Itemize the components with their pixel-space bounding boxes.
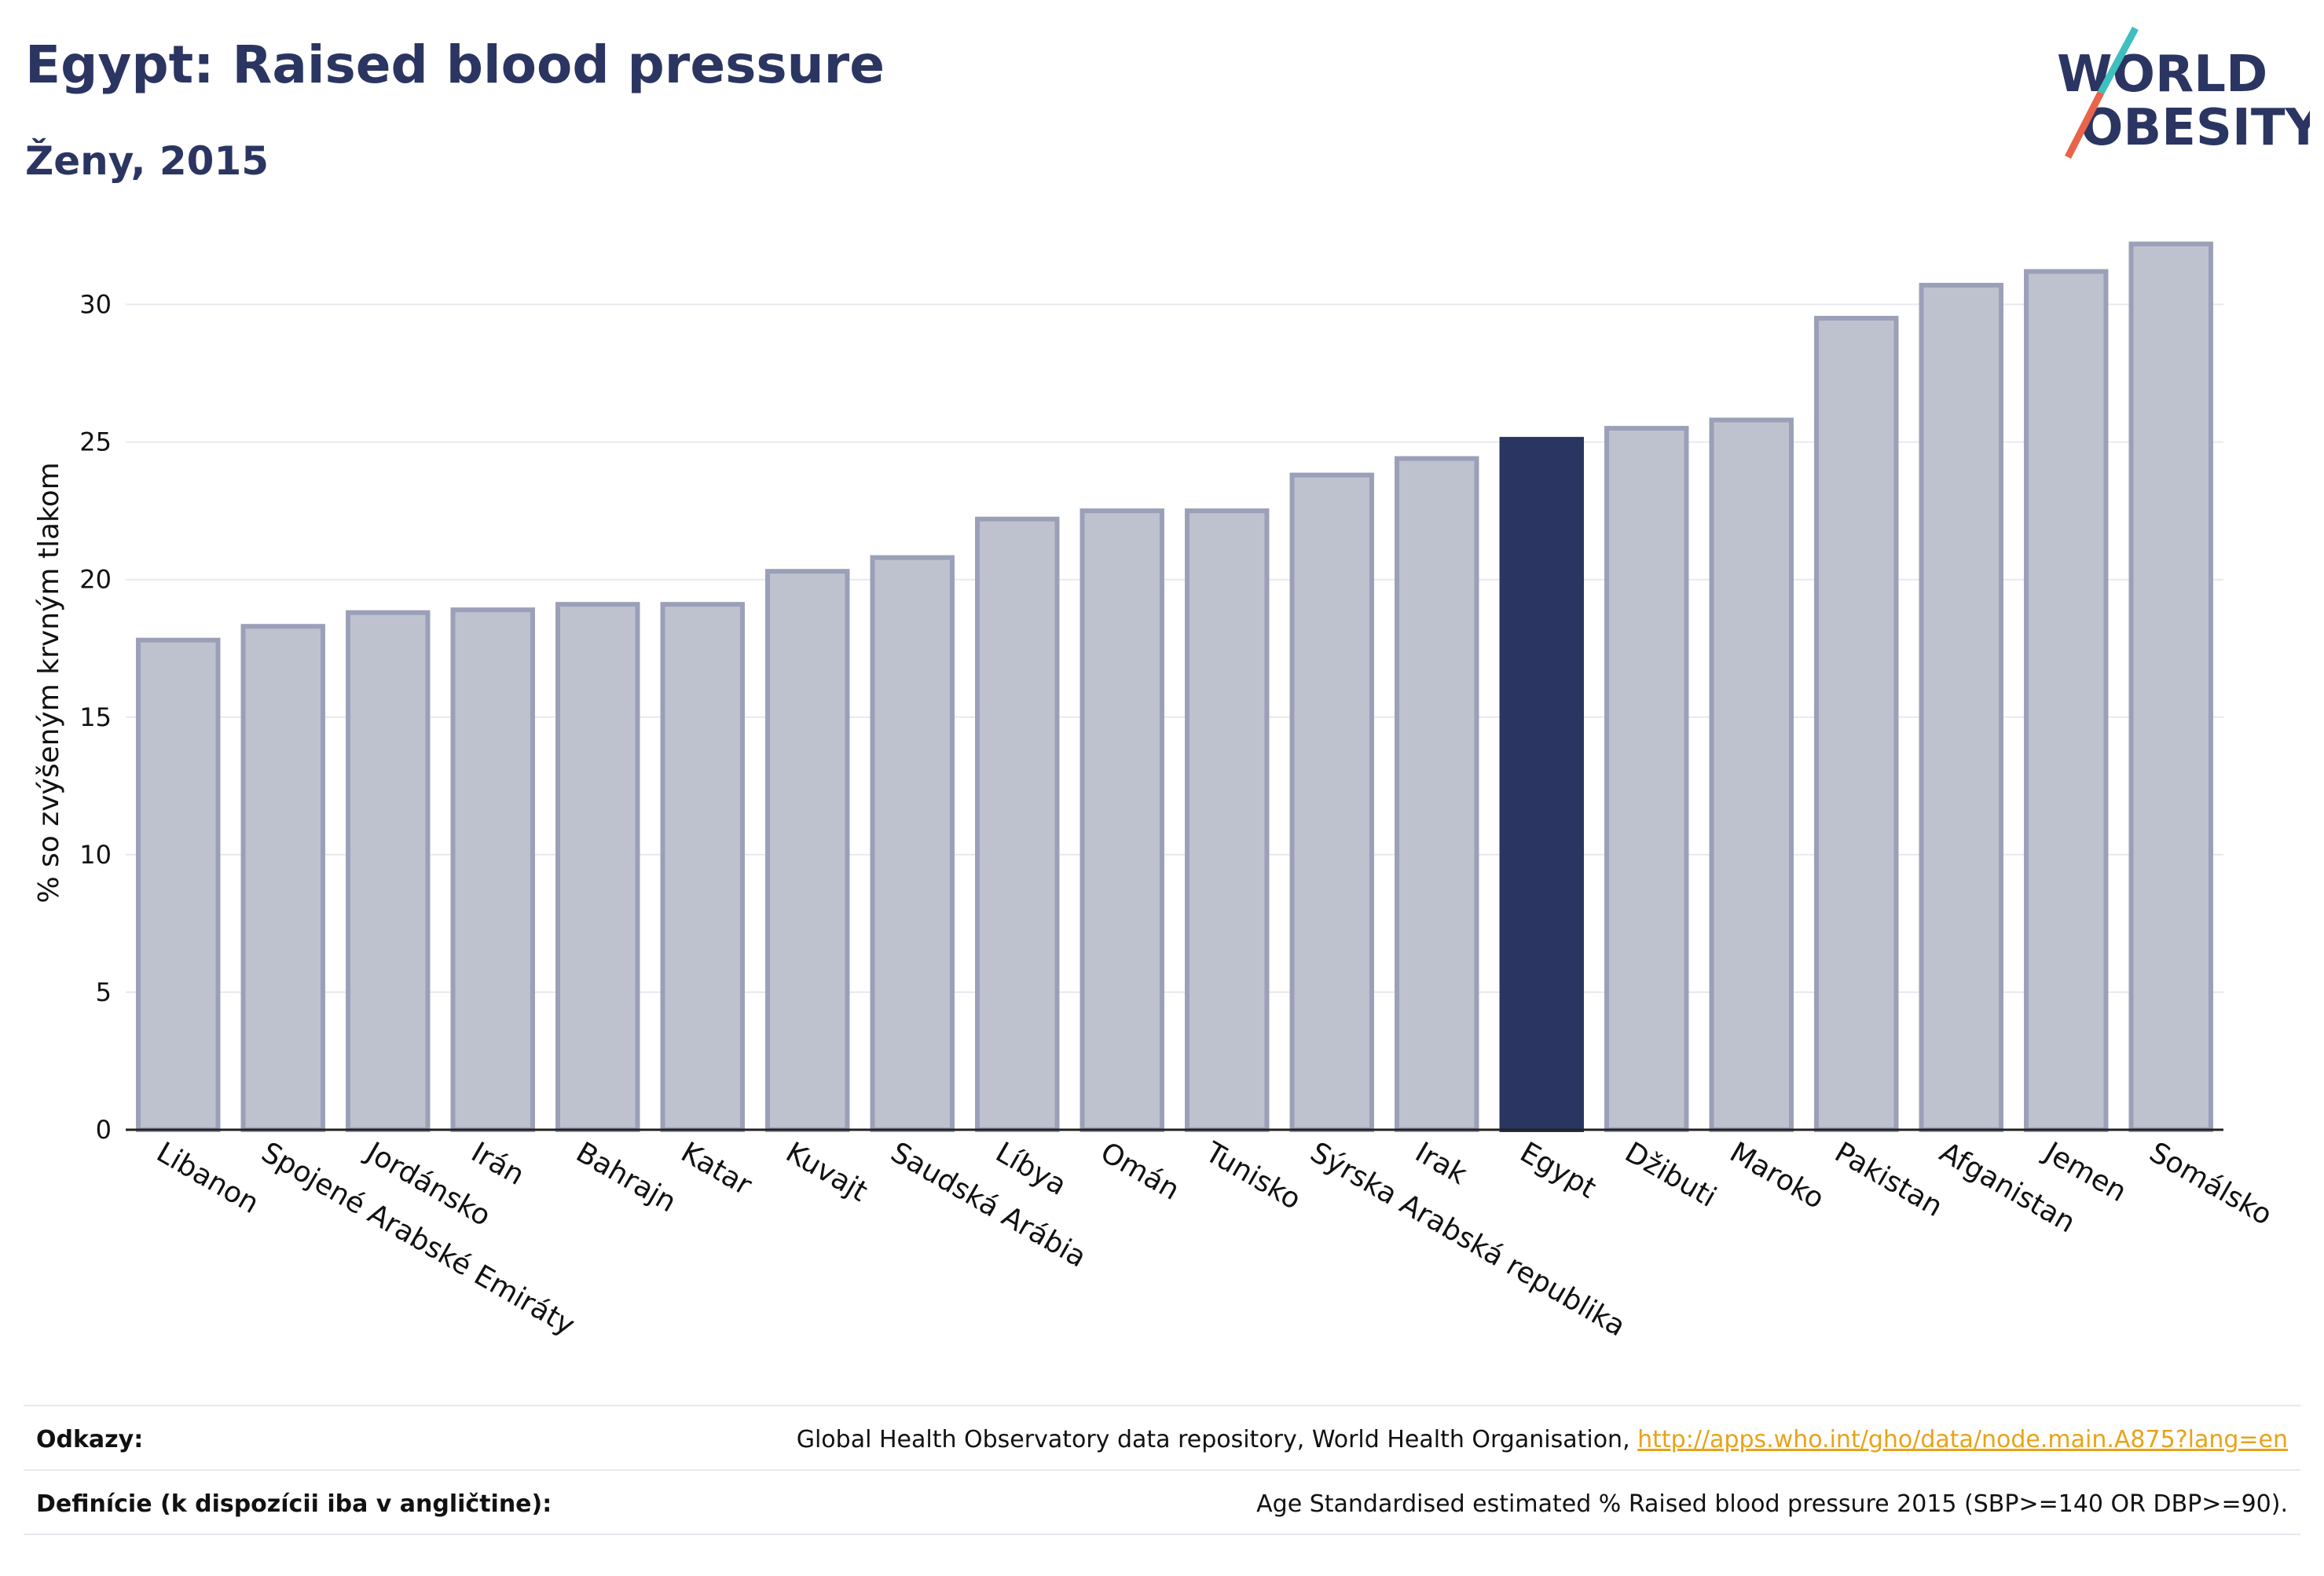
y-tick-label: 15 xyxy=(79,702,112,732)
y-tick-label: 5 xyxy=(96,977,112,1007)
x-tick-label: Irán xyxy=(466,1136,530,1192)
bar xyxy=(1919,283,2003,1132)
bar xyxy=(2024,269,2109,1132)
divider xyxy=(24,1405,2300,1406)
x-tick-label: Líbya xyxy=(990,1136,1072,1202)
divider xyxy=(24,1469,2300,1471)
x-tick-label: Saudská Arábia xyxy=(885,1136,1092,1274)
y-tick-label: 10 xyxy=(79,840,112,870)
y-tick-label: 25 xyxy=(79,427,112,457)
chart-subtitle: Ženy, 2015 xyxy=(25,138,269,184)
x-tick-label: Maroko xyxy=(1725,1136,1830,1215)
x-tick-label: Omán xyxy=(1095,1136,1185,1207)
x-tick-label: Irak xyxy=(1409,1136,1472,1191)
bar xyxy=(450,607,535,1132)
logo-line2: OBESITY xyxy=(2080,99,2310,157)
bar xyxy=(765,569,850,1132)
bar xyxy=(346,610,431,1132)
x-tick-label: Tunisko xyxy=(1199,1136,1306,1216)
x-tick-label: Kuvajt xyxy=(780,1136,873,1208)
y-axis-label: % so zvýšeným krvným tlakom xyxy=(33,462,65,903)
bar xyxy=(1289,472,1374,1132)
x-tick-label: Katar xyxy=(676,1136,757,1202)
bar xyxy=(2128,241,2213,1132)
x-tick-label: Somálsko xyxy=(2144,1136,2278,1232)
world-obesity-logo: WORLD OBESITY xyxy=(2057,26,2310,159)
bar-chart: 0 5 10 15 20 25 30 % so zvýšeným krvným tlakom L… xyxy=(33,241,2278,1343)
x-tick-label: Pakistan xyxy=(1829,1136,1948,1223)
bar xyxy=(975,516,1060,1132)
bar xyxy=(1814,316,1899,1132)
bar xyxy=(1499,437,1584,1132)
bar xyxy=(240,624,325,1132)
logo-slash-red xyxy=(2064,90,2105,159)
bar xyxy=(660,602,745,1132)
x-tick-label: Bahrajn xyxy=(570,1136,681,1219)
bar xyxy=(136,637,221,1132)
bar xyxy=(1604,426,1689,1132)
logo-slash-teal xyxy=(2098,26,2139,95)
y-tick-label: 20 xyxy=(79,565,112,595)
x-tick-label: Džibuti xyxy=(1619,1136,1721,1214)
divider xyxy=(24,1534,2300,1535)
bar xyxy=(555,602,640,1132)
bar xyxy=(1185,508,1270,1132)
y-tick-label: 30 xyxy=(79,290,112,320)
bar xyxy=(1709,417,1794,1132)
references-link[interactable]: http://apps.who.int/gho/data/node.main.A… xyxy=(1637,1426,2288,1453)
references-label: Odkazy: xyxy=(36,1426,144,1453)
x-tick-label: Libanon xyxy=(151,1136,264,1220)
definitions-text: Age Standardised estimated % Raised bloo… xyxy=(1256,1490,2288,1518)
definitions-label: Definície (k dispozícii iba v angličtine… xyxy=(36,1490,552,1518)
references-source: Global Health Observatory data repositor… xyxy=(796,1426,1638,1453)
chart-title: Egypt: Raised blood pressure xyxy=(25,35,885,95)
bar xyxy=(1395,456,1479,1132)
logo-line1: WORLD xyxy=(2057,46,2267,104)
bar xyxy=(870,555,955,1132)
y-tick-label: 0 xyxy=(96,1115,112,1145)
bar xyxy=(1080,508,1164,1132)
references-text: Global Health Observatory data repositor… xyxy=(797,1426,2288,1453)
x-tick-label: Egypt xyxy=(1515,1136,1601,1204)
